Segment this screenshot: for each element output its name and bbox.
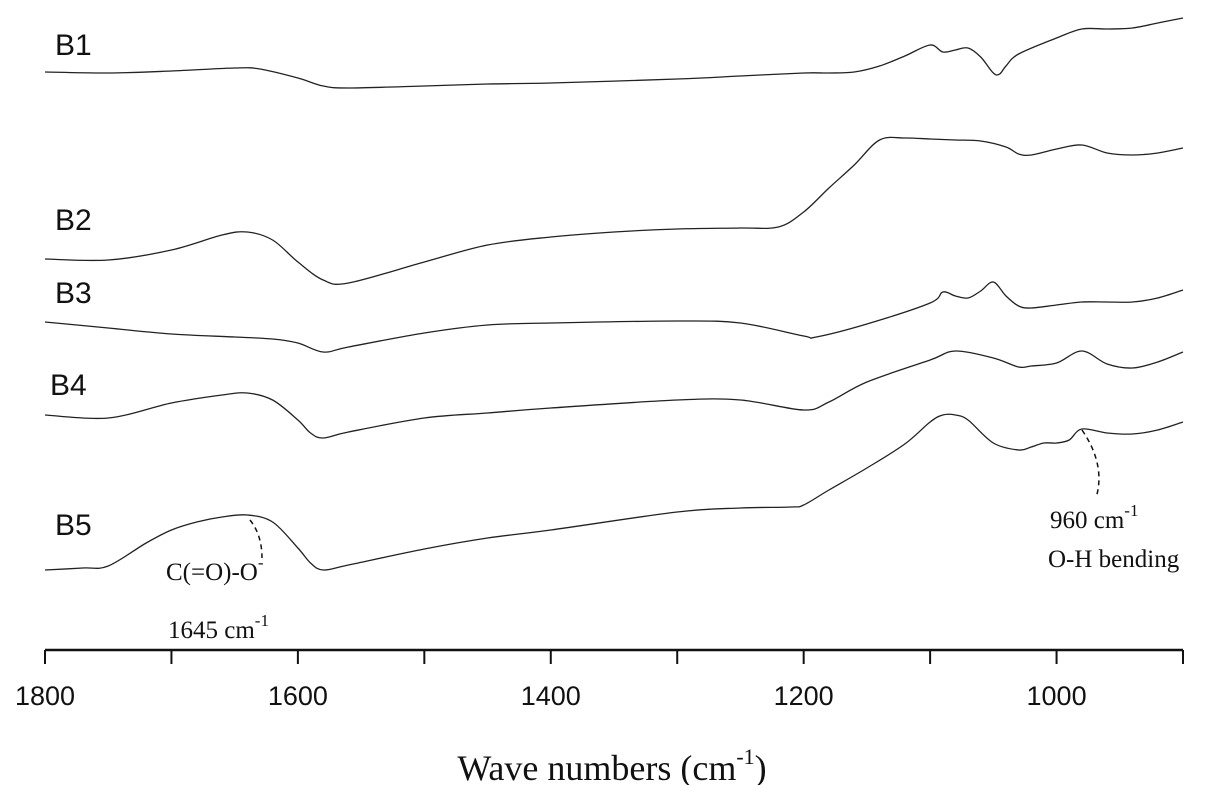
x-axis-ticks <box>45 650 1183 664</box>
series-label-b1: B1 <box>55 29 92 62</box>
series-labels: B1 B2 B3 B4 B5 <box>50 29 92 542</box>
annotation-carboxylate-text: C(=O)-O- <box>166 553 264 586</box>
x-axis-title: Wave numbers (cm-1) <box>457 744 766 785</box>
series-label-b4: B4 <box>50 369 87 402</box>
spectrum-b5 <box>45 414 1183 570</box>
series-label-b3: B3 <box>55 277 92 310</box>
spectrum-b4 <box>45 351 1183 438</box>
annotation-carboxylate: C(=O)-O- 1645 cm-1 <box>166 520 269 644</box>
annotation-oh-bending-wavenumber: 960 cm-1 <box>1050 501 1138 534</box>
x-tick-label: 1600 <box>268 681 328 711</box>
series-label-b2: B2 <box>55 204 92 237</box>
spectrum-b2 <box>45 137 1183 284</box>
x-axis: 1800 1600 1400 1200 1000 <box>15 650 1183 711</box>
spectrum-b1 <box>45 18 1183 88</box>
spectrum-b3 <box>45 282 1183 352</box>
x-tick-label: 1000 <box>1027 681 1087 711</box>
x-tick-label: 1800 <box>15 681 75 711</box>
x-tick-label: 1400 <box>521 681 581 711</box>
annotation-oh-bending-leader <box>1082 430 1099 498</box>
annotation-oh-bending-text: O-H bending <box>1048 546 1180 573</box>
annotation-oh-bending: 960 cm-1 O-H bending <box>1048 430 1180 573</box>
spectra-group <box>45 18 1183 570</box>
series-label-b5: B5 <box>55 509 92 542</box>
x-axis-tick-labels: 1800 1600 1400 1200 1000 <box>15 681 1087 711</box>
annotation-carboxylate-wavenumber: 1645 cm-1 <box>168 611 269 644</box>
x-tick-label: 1200 <box>774 681 834 711</box>
